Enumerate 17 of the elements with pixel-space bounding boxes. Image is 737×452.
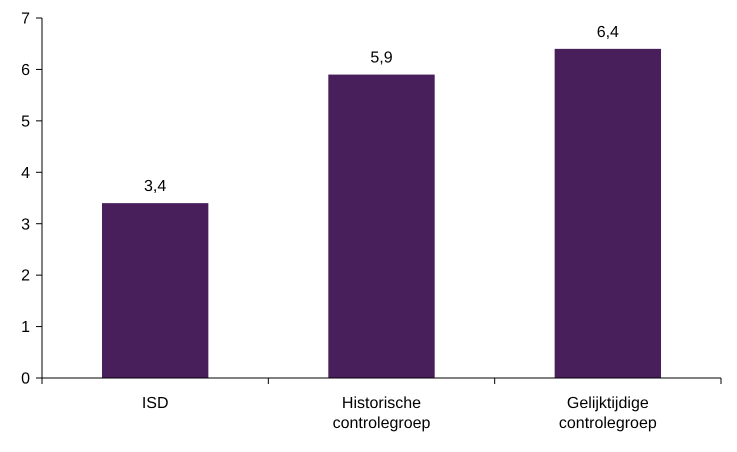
y-tick-label: 7 xyxy=(21,10,30,28)
y-tick-label: 2 xyxy=(21,268,30,285)
bar xyxy=(102,203,208,378)
bar xyxy=(328,74,435,378)
y-tick-label: 3 xyxy=(21,216,30,234)
x-tick-label: Historische controlegroep xyxy=(332,395,431,432)
y-tick-label: 1 xyxy=(21,319,30,336)
data-label: 6,4 xyxy=(596,24,620,41)
bar xyxy=(554,48,662,378)
data-label: 3,4 xyxy=(144,178,166,196)
x-tick-label: ISD xyxy=(142,395,169,412)
data-label: 5,9 xyxy=(370,50,393,67)
x-tick-label: Gelijktijdige controlegroep xyxy=(558,395,657,432)
y-tick-label: 4 xyxy=(21,164,30,182)
y-tick-label: 0 xyxy=(21,370,30,388)
y-tick-label: 5 xyxy=(21,113,30,130)
y-tick-label: 6 xyxy=(21,62,30,80)
